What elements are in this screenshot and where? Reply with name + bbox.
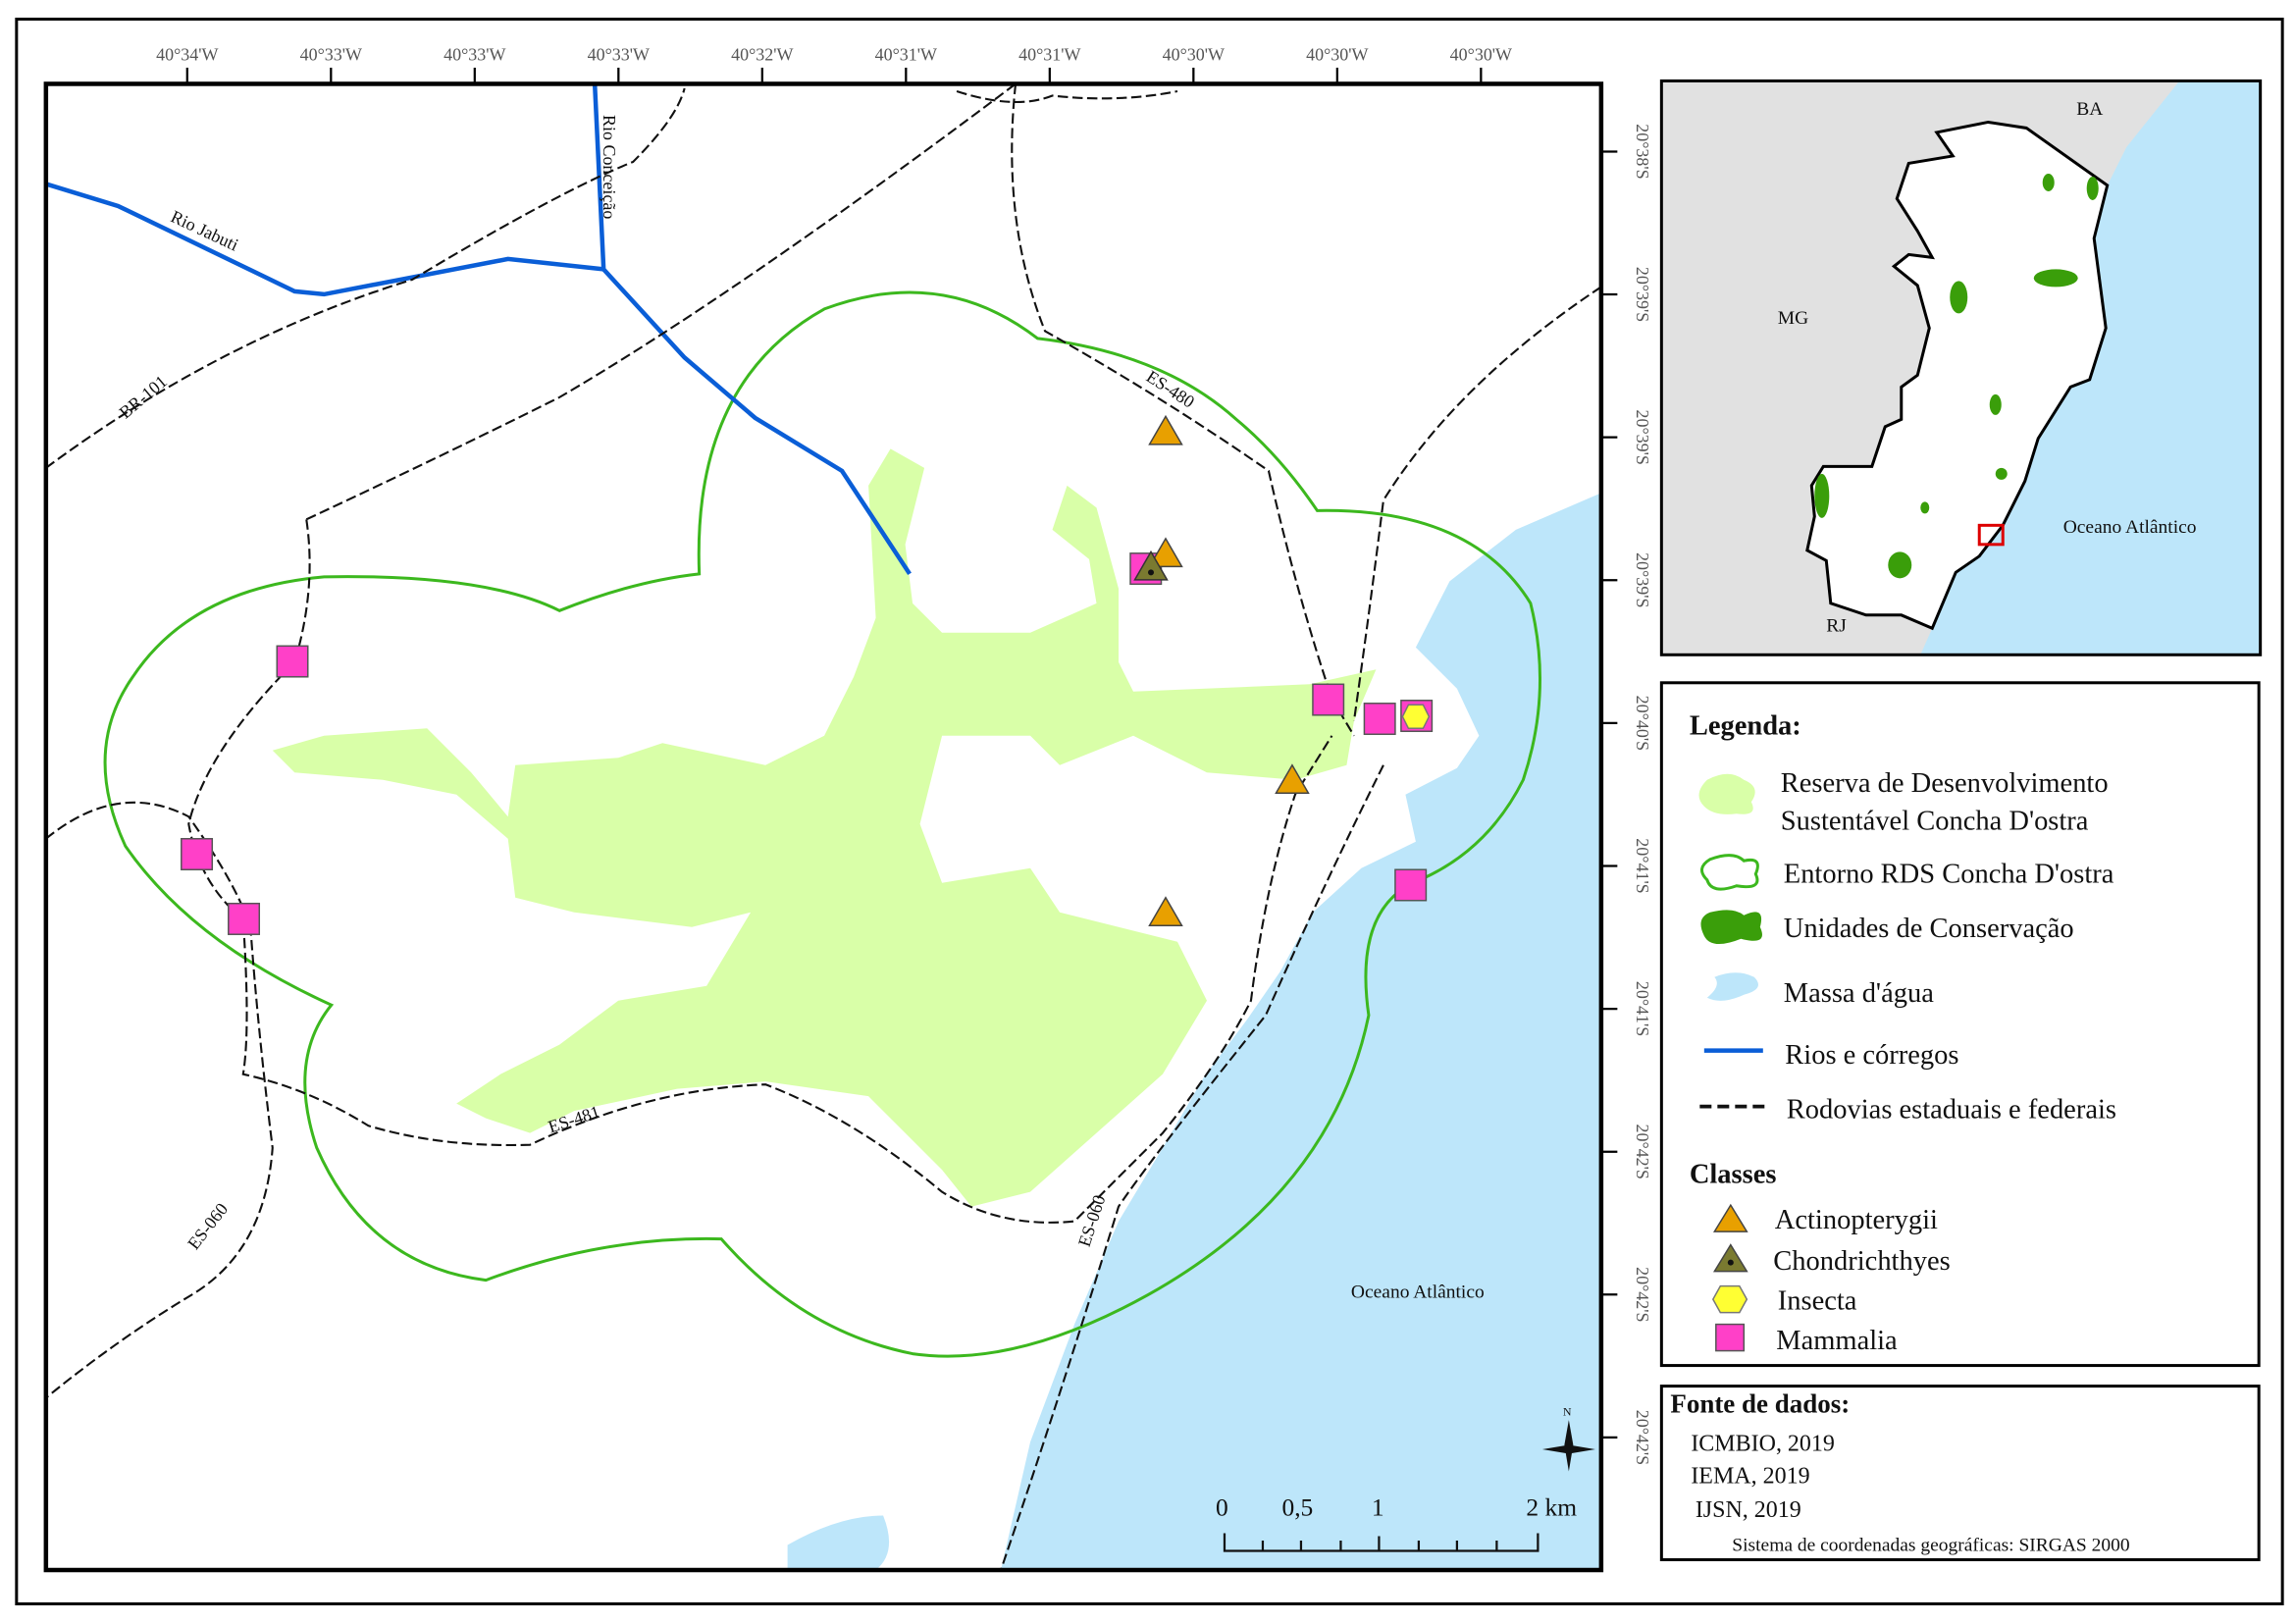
legend-chondrichthyes-icon [1712,1243,1748,1273]
legend-label-rds-1: Reserva de Desenvolvimento [1781,768,2109,799]
scale-label-1: 1 [1372,1493,1384,1522]
right-tick-label: 20°39'S [1633,267,1652,322]
legend-swatch-entorno [1700,854,1759,891]
legend-label-insecta: Insecta [1778,1286,1857,1317]
scale-label-0: 0 [1216,1493,1228,1522]
marker-mammalia[interactable] [276,645,309,678]
map-frame [43,81,1604,1573]
entorno-rds-outline [103,290,1542,1358]
inset-location-box [1977,523,2005,547]
legend-swatch-water [1706,972,1758,1001]
legend-label-rds-2: Sustentável Concha D'ostra [1781,807,2089,837]
road-ring [187,83,1333,1224]
top-tick-label: 40°34'W [156,44,218,64]
top-tick-label: 40°30'W [1306,44,1368,64]
legend-label-entorno: Entorno RDS Concha D'ostra [1784,860,2114,890]
road-es480 [956,83,1355,737]
north-arrow-icon: N [1541,1405,1595,1472]
legend-label-river: Rios e córregos [1785,1040,1958,1071]
marker-actinopterygii[interactable] [1148,414,1183,445]
river-rio-conceicao [592,83,912,576]
legend-mammalia-icon [1715,1323,1746,1352]
water-body-small [787,1515,890,1571]
right-tick-label: 20°38'S [1633,124,1652,179]
top-tick-label: 40°32'W [731,44,793,64]
marker-mammalia[interactable] [1312,683,1345,716]
legend-label-uc: Unidades de Conservação [1784,914,2074,944]
inset-label-rj: RJ [1826,615,1847,636]
legend-swatch-rds [1698,773,1755,814]
top-tick-label: 40°31'W [1018,44,1080,64]
marker-insecta[interactable] [1401,704,1431,730]
right-tick-label: 20°39'S [1633,552,1652,607]
right-tick-label: 20°42'S [1633,1124,1652,1178]
right-tick-label: 20°40'S [1633,696,1652,751]
legend-insecta-icon [1711,1284,1748,1314]
marker-mammalia[interactable] [1363,703,1396,736]
road-es060 [45,801,274,1399]
rds-area [272,448,1377,1207]
road-east [1352,286,1601,721]
legend-label-chondrichthyes: Chondrichthyes [1773,1246,1950,1277]
marker-mammalia[interactable] [181,837,214,870]
legend-label-road: Rodovias estaduais e federais [1787,1095,2116,1126]
inset-label-mg: MG [1778,308,1808,329]
inset-label-ocean: Oceano Atlântico [2063,517,2197,538]
right-tick-label: 20°41'S [1633,981,1652,1036]
inset-label-ba: BA [2076,99,2103,120]
legend-label-water: Massa d'água [1784,978,1934,1009]
marker-chondrichthyes[interactable] [1133,550,1169,581]
marker-mammalia[interactable] [1394,868,1428,902]
label-ocean: Oceano Atlântico [1351,1283,1485,1303]
legend-swatch-uc [1700,910,1762,945]
right-tick-label: 20°39'S [1633,409,1652,464]
road-br101 [45,87,686,469]
right-tick-label: 20°42'S [1633,1410,1652,1465]
road-es060-coast [1000,764,1384,1571]
inset-ocean [1920,80,2261,655]
legend-title: Legenda: [1690,710,1801,741]
label-rio-conceicao: Rio Conceição [600,115,619,219]
sources-title: Fonte de dados: [1670,1389,1850,1419]
legend-label-mammalia: Mammalia [1776,1326,1898,1356]
marker-mammalia[interactable] [228,902,261,935]
markers [181,414,1434,935]
top-tick-label: 40°33'W [300,44,362,64]
river-rio-jabuti [45,182,604,297]
right-tick-label: 20°42'S [1633,1267,1652,1322]
marker-actinopterygii[interactable] [1275,763,1310,795]
scale-label-05: 0,5 [1281,1493,1313,1522]
top-tick-label: 40°33'W [588,44,650,64]
data-sources: Fonte de dados: ICMBIO, 2019 IEMA, 2019 … [1659,1385,2261,1562]
legend-label-actinopterygii: Actinopterygii [1775,1205,1938,1235]
main-map: Rio Jabuti Rio Conceição BR-101 ES-480 E… [45,83,1601,1571]
top-tick-label: 40°33'W [444,44,505,64]
right-tick-label: 20°41'S [1633,838,1652,893]
scale-label-2km: 2 km [1526,1493,1577,1522]
water-body [1001,493,1601,1571]
top-tick-label: 40°31'W [875,44,937,64]
marker-actinopterygii[interactable] [1148,896,1183,926]
scale-bar: 0 0,5 1 2 km [1216,1493,1577,1552]
source-item: IJSN, 2019 [1696,1497,1801,1523]
top-tick-label: 40°30'W [1450,44,1512,64]
legend: Legenda: Reserva de Desenvolvimento Sust… [1659,681,2261,1368]
right-axis-ticks: 20°38'S 20°39'S 20°39'S 20°39'S 20°40'S 20°41… [1600,124,1652,1465]
legend-classes-title: Classes [1690,1160,1777,1190]
sources-crs: Sistema de coordenadas geográficas: SIRG… [1732,1536,2129,1556]
marker-actinopterygii[interactable] [1148,537,1183,568]
top-axis-ticks: 40°34'W 40°33'W 40°33'W 40°33'W 40°32'W 40°31… [156,44,1512,84]
inset-state-es [1805,120,2110,631]
inset-map: BA MG RJ Oceano Atlântico [1659,79,2263,656]
legend-actinopterygii-icon [1712,1203,1748,1232]
top-tick-label: 40°30'W [1163,44,1225,64]
source-item: IEMA, 2019 [1691,1464,1809,1490]
inset-conservation-units [1814,173,2099,579]
marker-chondrichthyes-dot [1148,569,1154,576]
north-label: N [1563,1405,1572,1419]
source-item: ICMBIO, 2019 [1691,1432,1835,1457]
